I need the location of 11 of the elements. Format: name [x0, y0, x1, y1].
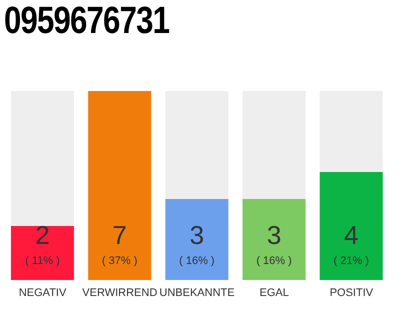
- data-label: 3 ( 16% ): [256, 220, 292, 267]
- x-tick-label: POSITIV: [330, 286, 374, 299]
- x-tick-label: VERWIRREND: [82, 286, 158, 299]
- chart-title: 0959676731: [4, 0, 170, 43]
- x-tick-label: EGAL: [260, 286, 289, 299]
- data-label: 7 ( 37% ): [102, 220, 138, 267]
- x-tick-label: UNBEKANNTE: [159, 286, 235, 299]
- data-label: 3 ( 16% ): [179, 220, 215, 267]
- data-label: 4 ( 21% ): [334, 220, 369, 267]
- data-label: 2 ( 11% ): [25, 220, 60, 267]
- x-tick-label: NEGATIV: [18, 286, 67, 299]
